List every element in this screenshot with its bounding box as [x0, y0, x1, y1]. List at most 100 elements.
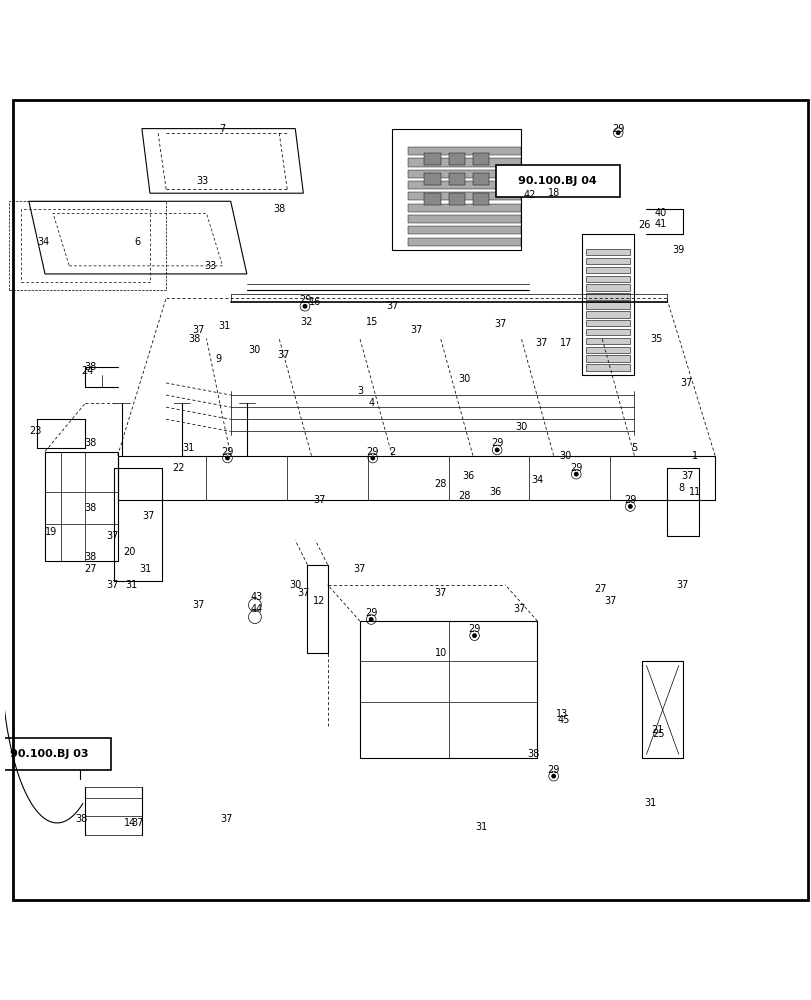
- Bar: [472, 153, 488, 165]
- Text: 38: 38: [84, 362, 97, 372]
- Text: 7: 7: [219, 124, 225, 134]
- Text: 38: 38: [75, 814, 88, 824]
- Text: 37: 37: [680, 471, 693, 481]
- Bar: [586, 338, 629, 344]
- Text: 3: 3: [356, 386, 363, 396]
- FancyBboxPatch shape: [0, 738, 111, 770]
- Text: 37: 37: [410, 325, 422, 335]
- Text: 37: 37: [513, 604, 526, 614]
- Bar: [408, 170, 521, 178]
- Text: 12: 12: [313, 596, 325, 606]
- Circle shape: [615, 130, 620, 135]
- Text: 38: 38: [526, 749, 539, 759]
- Bar: [472, 193, 488, 205]
- Bar: [472, 173, 488, 185]
- Text: 30: 30: [559, 451, 571, 461]
- Text: 36: 36: [489, 487, 501, 497]
- Text: 30: 30: [289, 580, 301, 590]
- Text: 14: 14: [123, 818, 135, 828]
- Text: 42: 42: [522, 190, 535, 200]
- Text: 26: 26: [638, 220, 650, 230]
- Bar: [408, 226, 521, 234]
- Text: 4: 4: [368, 398, 375, 408]
- Text: 37: 37: [131, 818, 144, 828]
- Text: 29: 29: [298, 295, 311, 305]
- Text: 37: 37: [297, 588, 309, 598]
- Bar: [586, 276, 629, 282]
- Text: 30: 30: [248, 345, 260, 355]
- Text: 29: 29: [569, 463, 581, 473]
- Bar: [448, 173, 464, 185]
- Circle shape: [573, 472, 578, 477]
- Text: 39: 39: [671, 245, 683, 255]
- Text: 31: 31: [218, 321, 230, 331]
- Bar: [586, 284, 629, 291]
- Text: 25: 25: [651, 729, 664, 739]
- Text: 37: 37: [534, 338, 547, 348]
- Bar: [408, 181, 521, 189]
- Text: 28: 28: [458, 491, 470, 501]
- Text: 37: 37: [221, 814, 233, 824]
- Text: 44: 44: [250, 604, 262, 614]
- Bar: [408, 158, 521, 167]
- Text: 11: 11: [688, 487, 700, 497]
- Circle shape: [471, 633, 476, 638]
- Text: 37: 37: [142, 511, 154, 521]
- Text: 28: 28: [434, 479, 446, 489]
- Text: 90.100.BJ 04: 90.100.BJ 04: [517, 176, 596, 186]
- Text: 13: 13: [555, 709, 567, 719]
- Text: 33: 33: [204, 261, 217, 271]
- Text: 37: 37: [277, 350, 289, 360]
- Bar: [586, 249, 629, 255]
- Text: 29: 29: [221, 447, 234, 457]
- Text: 29: 29: [611, 124, 624, 134]
- Bar: [408, 192, 521, 200]
- Bar: [424, 153, 440, 165]
- Circle shape: [225, 456, 230, 460]
- Bar: [408, 238, 521, 246]
- Text: 2: 2: [388, 447, 395, 457]
- Text: 36: 36: [462, 471, 474, 481]
- Text: 29: 29: [468, 624, 480, 634]
- Text: 37: 37: [354, 564, 366, 574]
- Circle shape: [494, 448, 499, 452]
- Circle shape: [370, 456, 375, 460]
- Text: 6: 6: [135, 237, 141, 247]
- Text: 37: 37: [680, 378, 693, 388]
- Bar: [424, 173, 440, 185]
- Text: 1: 1: [691, 451, 697, 461]
- Text: 31: 31: [474, 822, 487, 832]
- Bar: [586, 320, 629, 326]
- Text: 38: 38: [84, 438, 97, 448]
- Bar: [586, 267, 629, 273]
- Text: 90.100.BJ 03: 90.100.BJ 03: [10, 749, 88, 759]
- Text: 30: 30: [515, 422, 527, 432]
- Bar: [408, 215, 521, 223]
- Text: 37: 37: [105, 580, 118, 590]
- Bar: [586, 302, 629, 309]
- Circle shape: [627, 504, 632, 509]
- Text: 34: 34: [37, 237, 49, 247]
- Text: 37: 37: [434, 588, 446, 598]
- Bar: [586, 347, 629, 353]
- Text: 41: 41: [654, 219, 666, 229]
- Text: 24: 24: [82, 366, 94, 376]
- Text: 20: 20: [123, 547, 135, 557]
- Bar: [448, 153, 464, 165]
- Bar: [408, 204, 521, 212]
- Text: 29: 29: [547, 765, 559, 775]
- Text: 34: 34: [530, 475, 543, 485]
- Text: 37: 37: [385, 301, 398, 311]
- Text: 16: 16: [309, 297, 321, 307]
- Text: 37: 37: [192, 325, 204, 335]
- Text: 22: 22: [172, 463, 184, 473]
- Bar: [586, 293, 629, 300]
- Text: 37: 37: [192, 600, 204, 610]
- Text: 27: 27: [594, 584, 606, 594]
- Text: 31: 31: [125, 580, 137, 590]
- Text: 43: 43: [250, 592, 262, 602]
- Bar: [586, 355, 629, 362]
- Text: 37: 37: [494, 319, 506, 329]
- Text: 40: 40: [654, 208, 666, 218]
- Text: 15: 15: [365, 317, 378, 327]
